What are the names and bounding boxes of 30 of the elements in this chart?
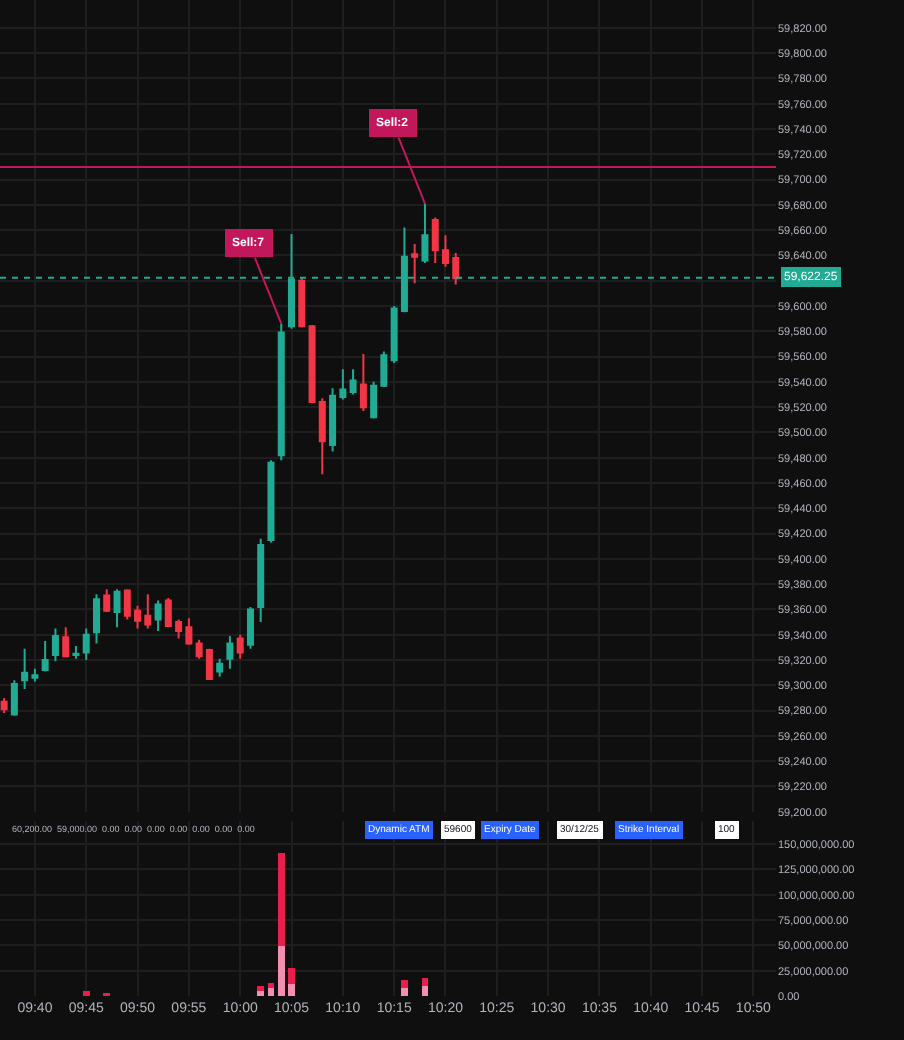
candlestick [10, 679, 18, 717]
candlestick [41, 640, 49, 673]
candlestick [421, 202, 429, 264]
candlestick [411, 243, 419, 285]
candlestick [298, 277, 306, 329]
candlestick [349, 368, 357, 396]
candlestick [154, 599, 162, 632]
candlestick [93, 593, 101, 645]
candlestick [216, 657, 224, 678]
candlestick [113, 588, 121, 629]
bar [257, 985, 265, 991]
bar [277, 853, 285, 947]
bar [82, 990, 90, 996]
bar [288, 967, 295, 984]
bar [401, 979, 408, 988]
candlestick [51, 627, 59, 663]
candlestick [236, 633, 244, 660]
candlestick [359, 353, 367, 412]
candlestick [226, 634, 234, 670]
bar [257, 990, 265, 996]
bar [401, 987, 408, 996]
candlestick [267, 459, 275, 544]
candlestick [103, 588, 111, 613]
candlestick [82, 627, 90, 662]
candlestick [246, 605, 254, 650]
candlestick [0, 696, 8, 715]
candlestick [277, 322, 285, 462]
candlestick [62, 626, 70, 659]
candlestick [257, 537, 265, 624]
candlestick [72, 645, 80, 660]
